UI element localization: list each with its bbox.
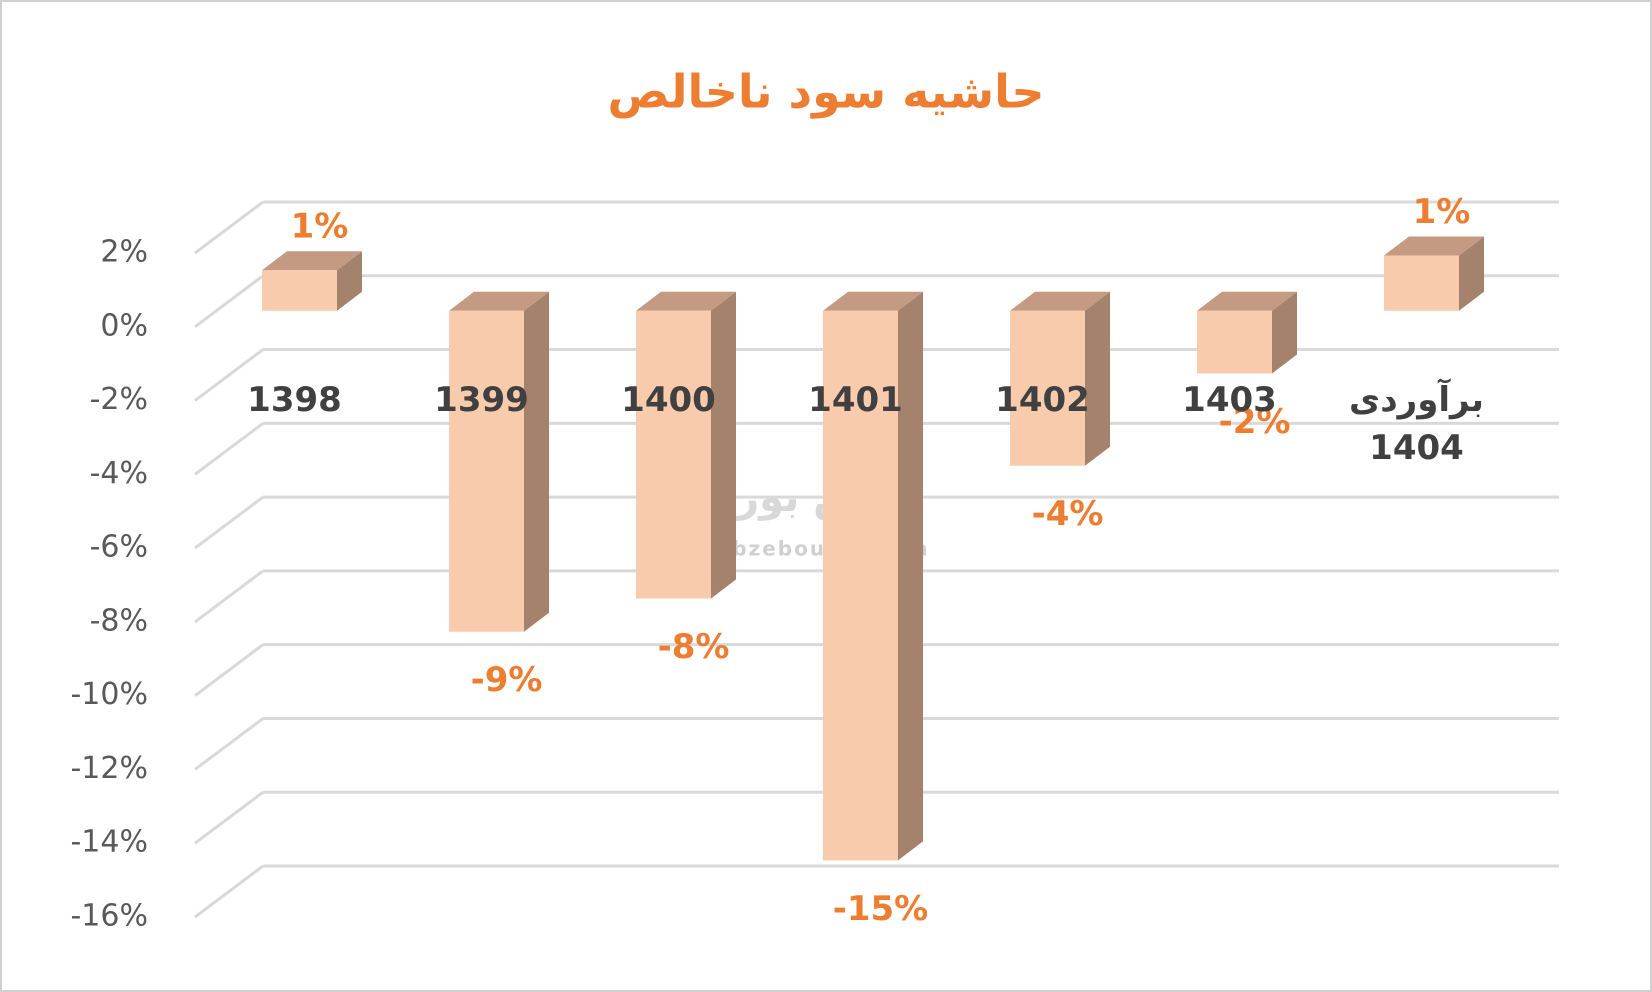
y-tick-label: -6% [90,530,148,565]
data-label: 1% [1413,192,1471,232]
x-tick-label: 1403 [1182,380,1277,420]
bar [262,270,337,311]
data-label: -4% [1032,494,1104,534]
y-tick-label: -14% [70,825,148,860]
bar-top [1197,291,1297,311]
bar-top [449,291,549,311]
y-tick-label: -2% [90,382,148,417]
bar [1197,310,1272,374]
y-tick-label: -8% [90,603,148,638]
grid-line-side [194,569,264,624]
bar-side [1272,291,1297,374]
bar [636,310,711,599]
x-tick-label: 1400 [621,380,716,420]
grid-line-side [194,422,264,476]
data-label: -9% [471,660,543,700]
grid-line-side [194,717,264,771]
bar-side [337,251,362,311]
x-tick-label: برآوردی 1404 [1349,380,1484,468]
y-tick-label: 0% [100,308,148,343]
y-tick-label: 2% [100,235,148,270]
bar [1010,310,1085,466]
bar [823,310,898,861]
bar-top [636,291,736,311]
y-tick-label: -10% [70,677,148,712]
grid-line-side [194,495,264,550]
data-label: -8% [658,627,730,667]
bar-top [1010,291,1110,311]
bar-side [898,291,923,861]
bar-side [1085,291,1110,466]
bar [1384,255,1459,311]
bar-top [823,291,923,311]
y-tick-label: -16% [70,899,148,934]
bar-side [711,291,736,599]
bar [449,310,524,632]
grid-line-side [194,864,264,919]
bar-side [524,291,549,632]
y-tick-label: -4% [90,456,148,491]
bar-side [1459,236,1484,311]
y-tick-label: -12% [70,751,148,786]
grid-line-side [194,274,264,328]
bar-top [262,251,362,271]
chart-title: حاشیه سود ناخالص [607,65,1044,119]
data-label: -15% [833,889,929,929]
bar-top [1384,236,1484,256]
data-label: 1% [291,207,349,247]
x-tick-label: 1402 [995,380,1090,420]
x-tick-label: 1401 [808,380,903,420]
grid-line-side [194,791,264,845]
grid-line-side [194,643,264,697]
grid-line-side [194,348,264,402]
x-tick-label: 1399 [434,380,529,420]
x-tick-label: 1398 [247,380,342,420]
data-label: -2% [1219,402,1291,442]
grid-line-side [194,200,264,255]
